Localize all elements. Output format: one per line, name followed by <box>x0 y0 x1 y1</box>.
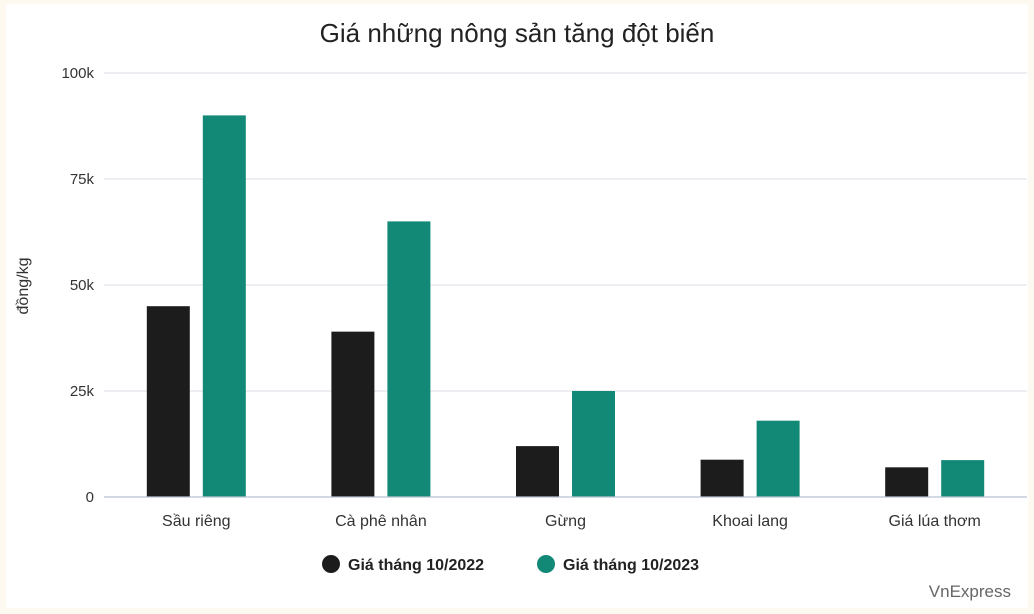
bar-2022[interactable] <box>700 459 744 497</box>
bar-2023[interactable] <box>756 420 800 497</box>
y-tick-label: 0 <box>86 489 94 506</box>
bars <box>146 115 985 498</box>
legend[interactable]: Giá tháng 10/2022 Giá tháng 10/2023 <box>322 555 699 574</box>
source-credit: VnExpress <box>929 582 1011 601</box>
x-category-label: Sầu riêng <box>162 513 231 530</box>
bar-2022[interactable] <box>516 446 559 497</box>
bar-2022[interactable] <box>885 467 929 497</box>
y-tick-label: 100k <box>61 65 94 82</box>
x-category-label: Gừng <box>545 513 586 530</box>
x-axis-categories: Sầu riêng Cà phê nhân Gừng Khoai lang Giá lú… <box>162 513 981 530</box>
y-tick-label: 75k <box>70 171 95 188</box>
y-axis-ticks: 0 25k 50k 75k 100k <box>61 65 94 506</box>
x-category-label: Cà phê nhân <box>335 513 427 530</box>
legend-label: Giá tháng 10/2023 <box>563 557 699 574</box>
y-tick-label: 50k <box>70 277 95 294</box>
legend-label: Giá tháng 10/2022 <box>348 557 484 574</box>
x-category-label: Giá lúa thơm <box>889 513 981 530</box>
y-tick-label: 25k <box>70 383 95 400</box>
legend-swatch <box>322 555 340 573</box>
legend-item[interactable]: Giá tháng 10/2023 <box>537 555 699 574</box>
bar-2023[interactable] <box>202 115 246 498</box>
x-category-label: Khoai lang <box>712 513 788 530</box>
bar-2023[interactable] <box>941 460 985 497</box>
chart-frame <box>6 4 1028 608</box>
bar-2022[interactable] <box>331 331 375 497</box>
legend-item[interactable]: Giá tháng 10/2022 <box>322 555 484 574</box>
grid-lines <box>104 72 1027 392</box>
bar-2022[interactable] <box>146 306 190 497</box>
bar-2023[interactable] <box>387 221 431 497</box>
bar-2023[interactable] <box>572 391 615 497</box>
chart-title: Giá những nông sản tăng đột biến <box>320 18 715 48</box>
y-axis-label: đồng/kg <box>15 258 32 315</box>
legend-swatch <box>537 555 555 573</box>
